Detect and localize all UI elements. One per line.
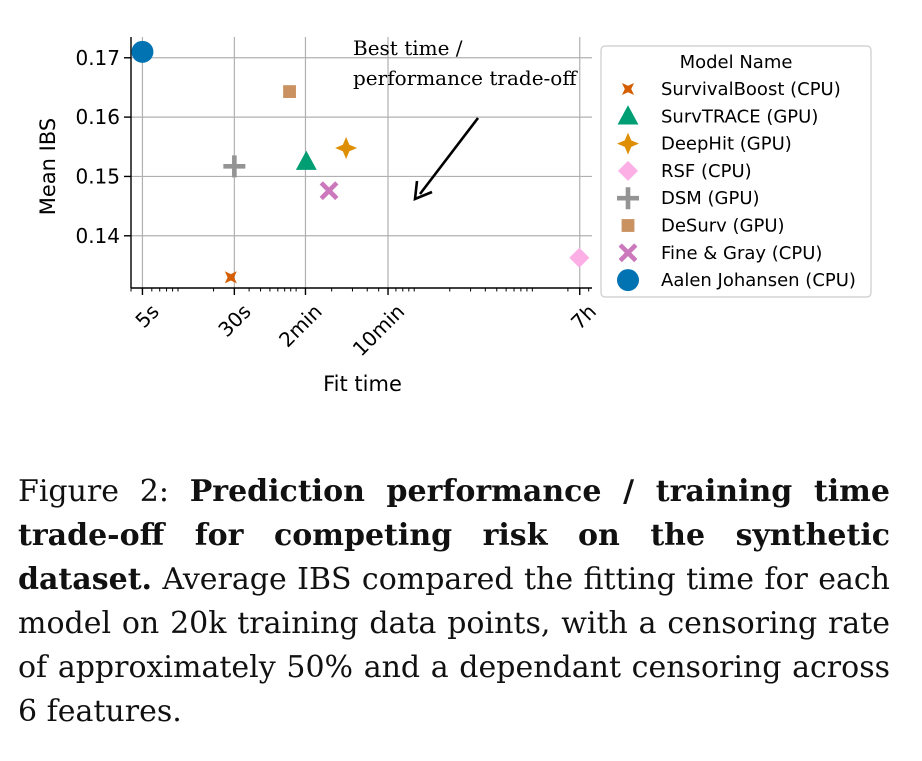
legend-label: RSF (CPU) bbox=[661, 161, 752, 182]
x-axis-label: Fit time bbox=[323, 372, 402, 396]
data-point bbox=[131, 40, 154, 63]
data-point bbox=[295, 150, 317, 170]
grid-lines bbox=[131, 37, 592, 288]
annotation-text: Best time / bbox=[353, 36, 463, 60]
legend-box bbox=[600, 45, 872, 298]
legend-label: DSM (GPU) bbox=[661, 188, 760, 209]
x-tick-label: 30s bbox=[213, 299, 255, 341]
legend-title: Model Name bbox=[680, 52, 793, 73]
annotation-arrowhead bbox=[413, 180, 433, 202]
legend-marker bbox=[618, 160, 638, 181]
data-point bbox=[224, 271, 237, 284]
y-tick-label: 0.15 bbox=[75, 164, 120, 188]
caption-bold: Prediction performance / training time t… bbox=[18, 474, 891, 597]
scatter-chart: 5s 30s 2min 10min 7h 0.14 0.15 0.16 0.17 Fit time… bbox=[36, 36, 872, 396]
legend-marker bbox=[617, 187, 639, 210]
data-point bbox=[569, 247, 590, 268]
data-point bbox=[223, 155, 246, 178]
legend-marker bbox=[617, 132, 639, 155]
y-tick-label: 0.14 bbox=[75, 224, 120, 248]
y-axis-label: Mean IBS bbox=[36, 118, 60, 215]
data-point bbox=[319, 181, 339, 201]
legend-label: SurvivalBoost (CPU) bbox=[661, 79, 841, 100]
x-tick-label: 7h bbox=[566, 299, 601, 334]
legend-label: Fine & Gray (CPU) bbox=[661, 243, 822, 264]
annotation-text: performance trade-off bbox=[353, 66, 578, 90]
legend-marker bbox=[617, 269, 639, 292]
legend-label: DeSurv (GPU) bbox=[661, 216, 785, 237]
legend-label: DeepHit (GPU) bbox=[661, 134, 792, 155]
x-tick-label: 10min bbox=[348, 299, 410, 361]
legend-marker bbox=[621, 82, 635, 96]
axes: 5s 30s 2min 10min 7h 0.14 0.15 0.16 0.17 Fit time… bbox=[36, 37, 601, 396]
caption-body: Average IBS compared the fitting time fo… bbox=[18, 562, 890, 729]
data-points bbox=[131, 40, 590, 284]
caption-prefix: Figure 2: bbox=[18, 474, 190, 509]
legend-marker bbox=[621, 219, 635, 232]
x-tick-label: 5s bbox=[130, 299, 163, 332]
annotation: Best time / performance trade-off bbox=[353, 36, 578, 202]
figure-caption: Figure 2: Prediction performance / train… bbox=[18, 470, 890, 734]
y-tick-label: 0.17 bbox=[75, 46, 120, 70]
data-point bbox=[335, 136, 358, 159]
annotation-arrow bbox=[418, 117, 480, 195]
y-tick-label: 0.16 bbox=[75, 105, 120, 129]
legend: Model Name SurvivalBoost (CPU) SurvTRACE (… bbox=[600, 45, 872, 298]
x-tick-label: 2min bbox=[274, 299, 327, 352]
legend-marker bbox=[617, 105, 639, 125]
legend-label: Aalen Johansen (CPU) bbox=[661, 270, 856, 291]
data-point bbox=[283, 85, 296, 98]
legend-marker bbox=[618, 243, 638, 263]
legend-label: SurvTRACE (GPU) bbox=[661, 106, 818, 127]
